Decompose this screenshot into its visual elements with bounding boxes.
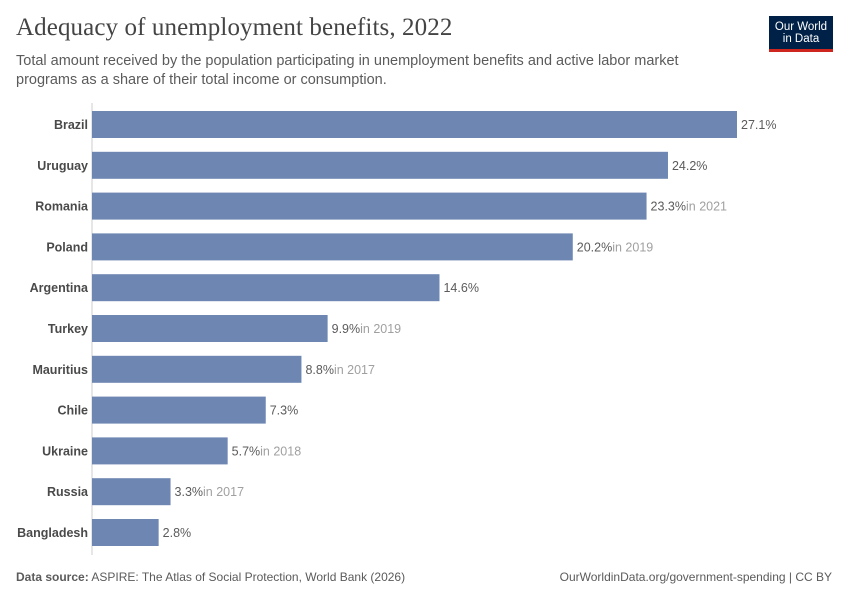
value-label: 9.9%in 2019 — [332, 322, 402, 336]
bar[interactable] — [92, 396, 266, 424]
value-label: 23.3%in 2021 — [651, 200, 728, 214]
category-label: Russia — [47, 485, 89, 499]
bar-row[interactable]: Turkey 9.9%in 2019 — [48, 315, 401, 342]
value-text: 5.7% — [232, 444, 260, 458]
chart-subtitle: Total amount received by the population … — [16, 53, 679, 88]
value-text: 7.3% — [270, 404, 299, 418]
category-label: Uruguay — [37, 159, 88, 173]
value-text: 27.1% — [741, 118, 776, 132]
value-text: 14.6% — [443, 281, 478, 295]
value-label: 5.7%in 2018 — [232, 444, 302, 458]
category-label: Romania — [35, 200, 89, 214]
category-label: Bangladesh — [17, 526, 88, 540]
bar[interactable] — [92, 315, 328, 342]
year-note: in 2018 — [260, 444, 301, 458]
category-label: Turkey — [48, 322, 88, 336]
data-source[interactable]: Data source: ASPIRE: The Atlas of Social… — [16, 570, 405, 584]
category-label: Argentina — [30, 281, 89, 295]
year-note: in 2017 — [334, 363, 375, 377]
value-text: 24.2% — [672, 159, 707, 173]
url-license[interactable]: OurWorldinData.org/government-spending |… — [559, 570, 832, 584]
year-note: in 2019 — [612, 240, 653, 254]
bar[interactable] — [92, 355, 302, 383]
year-note: in 2019 — [360, 322, 401, 336]
value-label: 20.2%in 2019 — [577, 240, 654, 254]
owid-logo[interactable]: Our World in Data — [769, 16, 833, 52]
category-label: Mauritius — [32, 363, 88, 377]
category-label: Ukraine — [42, 444, 88, 458]
bar-row[interactable]: Mauritius 8.8%in 2017 — [32, 355, 375, 383]
bar[interactable] — [92, 151, 668, 179]
bar[interactable] — [92, 478, 171, 506]
chart-title: Adequacy of unemployment benefits, 2022 — [16, 14, 453, 41]
value-label: 8.8%in 2017 — [305, 363, 375, 377]
data-source-text: ASPIRE: The Atlas of Social Protection, … — [88, 570, 406, 584]
data-source-prefix: Data source: — [16, 570, 89, 584]
value-label: 7.3% — [270, 404, 299, 418]
bar-row[interactable]: Poland 20.2%in 2019 — [46, 233, 654, 261]
category-label: Poland — [46, 240, 88, 254]
year-note: in 2017 — [203, 485, 244, 499]
bar-row[interactable]: Ukraine 5.7%in 2018 — [42, 437, 302, 465]
value-text: 23.3% — [651, 200, 686, 214]
value-text: 8.8% — [305, 363, 334, 377]
bar-row[interactable]: Romania 23.3%in 2021 — [35, 192, 728, 220]
year-note: in 2021 — [686, 200, 727, 214]
bar-chart: Brazil 27.1%Uruguay 24.2%Romania 23.3%in 20… — [17, 103, 776, 555]
bar-row[interactable]: Brazil 27.1% — [54, 111, 777, 138]
footer: Data source: ASPIRE: The Atlas of Social… — [16, 570, 832, 584]
bar[interactable] — [92, 519, 159, 546]
logo-line-1: Our World — [774, 21, 828, 33]
value-text: 9.9% — [332, 322, 361, 336]
value-label: 27.1% — [741, 118, 776, 132]
bar-row[interactable]: Bangladesh 2.8% — [17, 519, 191, 546]
bar[interactable] — [92, 192, 647, 220]
value-label: 2.8% — [163, 526, 192, 540]
category-label: Brazil — [54, 118, 88, 132]
value-label: 24.2% — [672, 159, 707, 173]
bar-row[interactable]: Uruguay 24.2% — [37, 151, 707, 179]
value-label: 3.3%in 2017 — [175, 485, 245, 499]
bar-row[interactable]: Argentina 14.6% — [30, 274, 479, 302]
bars-layer: Brazil 27.1%Uruguay 24.2%Romania 23.3%in 20… — [17, 111, 776, 546]
bar[interactable] — [92, 233, 573, 261]
value-label: 14.6% — [443, 281, 478, 295]
bar[interactable] — [92, 274, 440, 302]
bar-row[interactable]: Russia 3.3%in 2017 — [47, 478, 245, 506]
bar[interactable] — [92, 111, 737, 138]
value-text: 3.3% — [175, 485, 204, 499]
value-text: 20.2% — [577, 240, 612, 254]
bar-row[interactable]: Chile 7.3% — [57, 396, 299, 424]
value-text: 2.8% — [163, 526, 192, 540]
bar[interactable] — [92, 437, 228, 465]
logo-line-2: in Data — [782, 33, 820, 45]
category-label: Chile — [57, 404, 88, 418]
